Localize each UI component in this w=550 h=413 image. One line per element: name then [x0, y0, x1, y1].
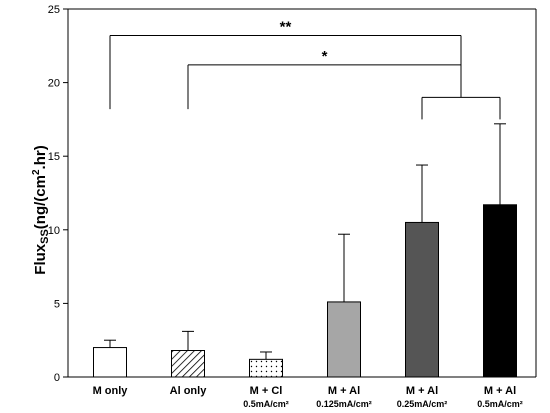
bar	[483, 204, 517, 378]
error-bars	[104, 123, 506, 360]
significance-mark: **	[280, 18, 292, 35]
bar	[171, 350, 205, 378]
y-tick-label: 15	[48, 151, 60, 163]
x-tick-sublabel: 0.5mA/cm²	[243, 399, 289, 409]
y-tick-label: 5	[54, 298, 60, 310]
x-tick-sublabel: 0.5mA/cm²	[477, 399, 523, 409]
y-tick-label: 20	[48, 78, 60, 90]
category-labels: M only Al only M + Cl 0.5mA/cm² M + Al 0.125m…	[93, 385, 523, 409]
significance-brackets: ***	[109, 18, 501, 120]
significance-mark: *	[322, 48, 328, 65]
x-tick-label: M + Cl	[250, 385, 283, 397]
bar	[249, 358, 283, 378]
bars	[93, 204, 517, 378]
x-tick-label: M only	[93, 385, 129, 397]
x-tick-label: Al only	[170, 385, 208, 397]
bar	[327, 301, 361, 378]
bar	[93, 347, 127, 378]
y-axis-label: FluxSS(ng/(cm2.hr)	[31, 145, 51, 274]
x-tick-sublabel: 0.25mA/cm²	[397, 399, 448, 409]
x-tick-sublabel: 0.125mA/cm²	[316, 399, 372, 409]
x-tick-label: M + Al	[406, 385, 438, 397]
y-tick-label: 25	[48, 4, 60, 16]
x-tick-label: M + Al	[328, 385, 360, 397]
x-tick-label: M + Al	[484, 385, 516, 397]
y-tick-label: 10	[48, 225, 60, 237]
axes: 0 5 10 15 20 25	[48, 4, 537, 384]
bar	[405, 221, 439, 378]
y-tick-label: 0	[54, 372, 60, 384]
